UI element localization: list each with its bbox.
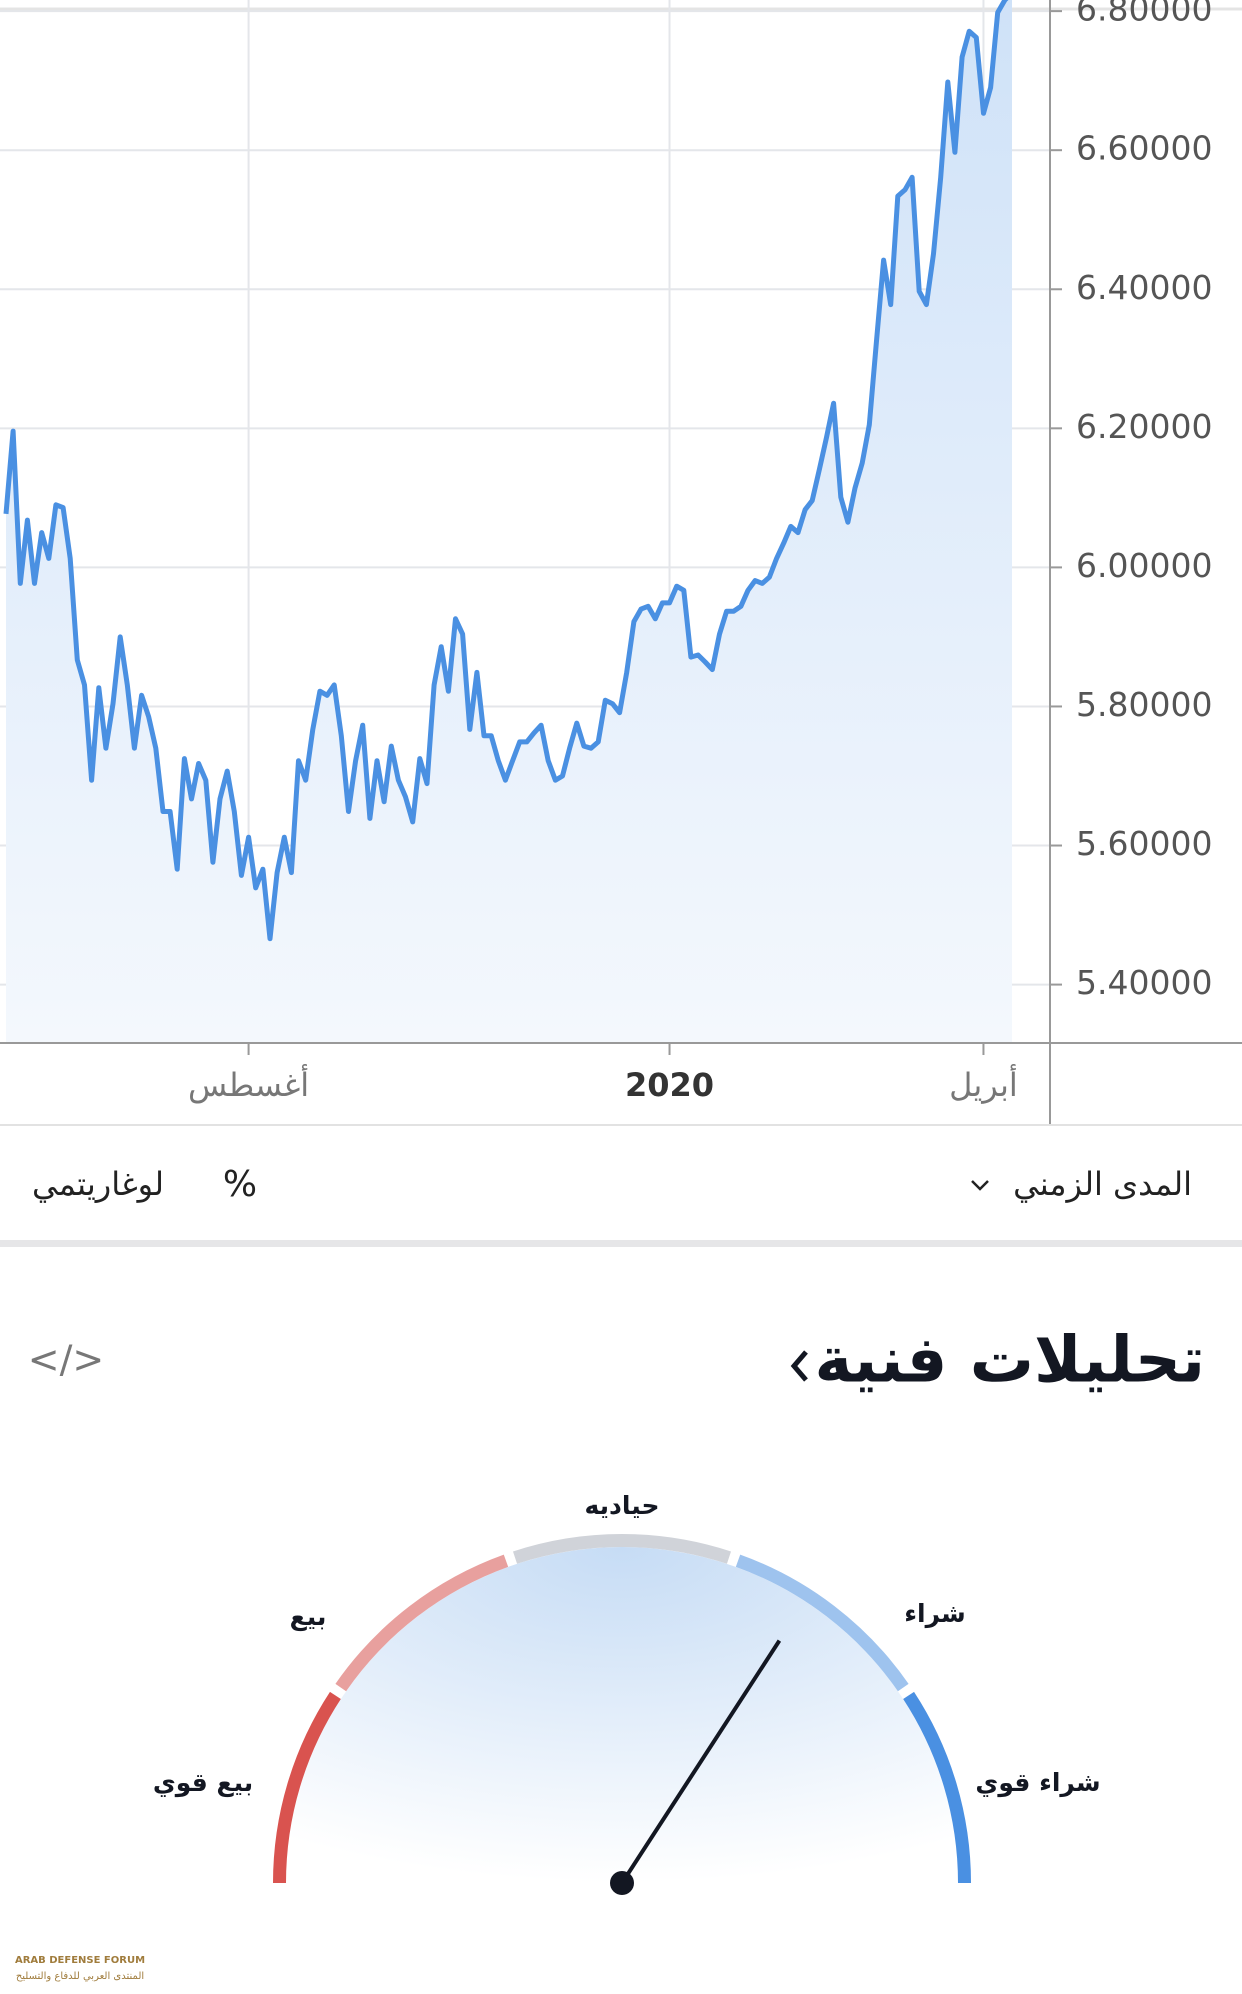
range-button[interactable]: المدى الزمني xyxy=(1013,1165,1192,1203)
gauge-fill xyxy=(286,1547,958,1883)
y-tick-label: 5.80000 xyxy=(1076,685,1212,724)
chevron-down xyxy=(971,1180,989,1191)
percent-button[interactable]: % xyxy=(223,1164,257,1205)
y-tick-label: 6.40000 xyxy=(1076,268,1212,307)
area xyxy=(6,0,1012,1043)
plot: 5.40000 5.60000 5.80000 6.00000 6.20000 6.400… xyxy=(0,0,1242,1104)
y-tick-label: 6.80000 xyxy=(1076,0,1212,29)
gauge-segment xyxy=(273,1691,341,1884)
gauge-segment xyxy=(735,1554,909,1692)
band xyxy=(0,1240,1242,1247)
x-tick-label: أغسطس xyxy=(188,1064,309,1104)
gauge-segment xyxy=(903,1691,971,1884)
y-tick-label: 5.60000 xyxy=(1076,824,1212,863)
gauge-label: بيع xyxy=(290,1602,327,1632)
y-tick-label: 6.60000 xyxy=(1076,129,1212,168)
gauge-segment xyxy=(335,1554,509,1692)
section-title[interactable]: تحليلات فنية xyxy=(814,1324,1205,1398)
gauge-segment xyxy=(512,1534,732,1564)
y-tick-label: 6.20000 xyxy=(1076,407,1212,446)
watermark-arabic: المنتدى العربي للدفاع والتسليح xyxy=(16,1971,144,1982)
gauge-label: شراء قوي xyxy=(975,1768,1100,1798)
gauge-label: بيع قوي xyxy=(153,1768,253,1798)
needle-hub xyxy=(610,1871,634,1895)
gauge-label: حياديه xyxy=(585,1491,660,1520)
series xyxy=(3,0,1012,1043)
chevron xyxy=(790,1350,808,1382)
y-tick-label: 5.40000 xyxy=(1076,963,1212,1002)
x-tick-label: أبريل xyxy=(949,1064,1018,1104)
gauge-label: شراء xyxy=(904,1599,966,1629)
embed-icon[interactable]: </> xyxy=(28,1338,104,1382)
x-tick-label: 2020 xyxy=(625,1066,714,1104)
price-line xyxy=(3,0,1009,942)
log-button[interactable]: لوغاريتمي xyxy=(32,1165,164,1203)
y-tick-label: 6.00000 xyxy=(1076,546,1212,585)
gauge: بيع قوي بيع حياديه شراء شراء قوي xyxy=(153,1491,1101,1895)
watermark-name: ARAB DEFENSE FORUM xyxy=(15,1955,145,1966)
needle xyxy=(620,1639,782,1885)
